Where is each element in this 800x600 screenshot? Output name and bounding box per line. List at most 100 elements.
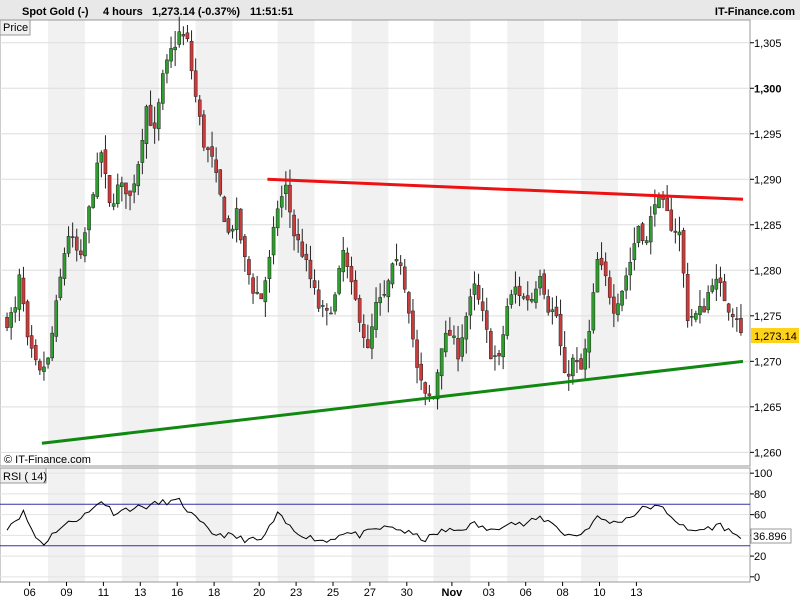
price-tick-label: 1,290 <box>754 174 782 186</box>
candle-body <box>13 307 18 313</box>
candle-body <box>70 236 75 238</box>
candle-body <box>640 223 645 242</box>
candle-body <box>333 294 337 312</box>
candle-body <box>394 259 399 262</box>
rsi-tick-label: 60 <box>754 510 766 522</box>
candle-body <box>136 164 141 187</box>
price-tick-label: 1,275 <box>754 311 782 323</box>
candle-body <box>189 40 194 72</box>
rsi-tick-label: 0 <box>754 572 760 584</box>
chart-interval: 4 hours <box>103 6 143 18</box>
title-bar <box>0 0 800 20</box>
session-band <box>121 468 159 582</box>
last-price-tag-text: 1,273.14 <box>754 331 797 343</box>
candle-body <box>595 259 600 293</box>
candle-body <box>312 280 317 288</box>
candle-body <box>366 339 370 348</box>
candle-body <box>517 285 522 296</box>
time-tick-label: 16 <box>171 587 183 599</box>
candle-body <box>612 296 616 314</box>
candle-body <box>263 280 268 303</box>
candle-body <box>308 259 313 280</box>
candle-body <box>534 288 538 303</box>
resistance-trendline <box>267 177 744 201</box>
candle-body <box>616 303 620 315</box>
candle-body <box>398 262 403 266</box>
candle-body <box>542 273 546 295</box>
candle-body <box>173 46 177 51</box>
candle-body <box>9 312 13 328</box>
candle-body <box>267 256 272 279</box>
candle-body <box>210 146 214 157</box>
candle-body <box>427 393 432 396</box>
candle-body <box>587 331 592 353</box>
session-band <box>351 20 389 466</box>
candle-body <box>718 277 723 284</box>
candle-body <box>550 309 555 312</box>
time-tick-label: 09 <box>60 587 72 599</box>
candle-body <box>91 194 95 208</box>
candle-body <box>484 310 489 330</box>
candle-body <box>197 99 202 117</box>
candle-body <box>230 228 235 232</box>
price-tick-label: 1,300 <box>754 83 782 95</box>
candle-body <box>99 152 104 163</box>
time-tick-label: 11 <box>98 587 109 599</box>
session-band <box>581 468 618 582</box>
candle-body <box>325 308 329 311</box>
time-tick-label: 23 <box>290 587 302 599</box>
candle-body <box>423 382 428 394</box>
candle-body <box>132 183 136 193</box>
time-tick-label: 13 <box>134 587 146 599</box>
session-band <box>48 468 85 582</box>
candle-body <box>234 208 239 230</box>
candle-body <box>21 277 26 305</box>
candle-body <box>607 277 612 298</box>
candle-body <box>107 175 112 204</box>
candle-body <box>87 206 91 231</box>
candle-body <box>456 338 460 360</box>
candle-body <box>583 348 587 370</box>
candle-body <box>419 363 423 381</box>
candle-body <box>74 236 79 251</box>
candle-body <box>694 313 698 320</box>
price-tick-label: 1,265 <box>754 402 782 414</box>
candle-body <box>443 332 448 353</box>
candle-body <box>140 140 145 163</box>
candle-body <box>554 306 559 317</box>
price-tick-label: 1,270 <box>754 356 782 368</box>
candle-body <box>169 48 173 62</box>
candle-body <box>259 293 264 300</box>
candle-body <box>337 268 341 294</box>
quote-time: 11:51:51 <box>250 6 293 18</box>
candle-body <box>382 294 387 296</box>
price-axis: 1,260 1,265 1,270 1,275 1,280 1,285 1,290 1,295… <box>750 38 782 459</box>
candle-body <box>238 208 243 241</box>
candle-body <box>579 358 583 370</box>
candle-body <box>726 303 731 313</box>
price-label: Price <box>3 22 28 34</box>
candle-body <box>390 263 395 285</box>
candle-body <box>505 306 510 336</box>
candle-body <box>439 348 444 377</box>
rsi-panel[interactable] <box>0 467 751 583</box>
candle-body <box>644 240 649 244</box>
candle-body <box>218 169 223 195</box>
rsi-line <box>6 497 742 546</box>
candle-body <box>509 294 514 305</box>
candle-body <box>538 276 542 289</box>
price-panel[interactable] <box>0 19 751 467</box>
candle-body <box>685 274 690 322</box>
time-tick-label: 27 <box>364 587 376 599</box>
candle-body <box>673 230 678 233</box>
candle-body <box>374 302 378 330</box>
session-band <box>433 20 471 466</box>
candle-body <box>288 184 292 213</box>
candle-body <box>144 106 149 144</box>
candle-body <box>279 196 284 208</box>
rsi-tick-label: 100 <box>754 468 772 480</box>
candle-body <box>361 324 366 338</box>
candle-body <box>370 326 374 349</box>
time-tick-label: 06 <box>23 587 35 599</box>
rsi-panel-background <box>48 468 618 582</box>
